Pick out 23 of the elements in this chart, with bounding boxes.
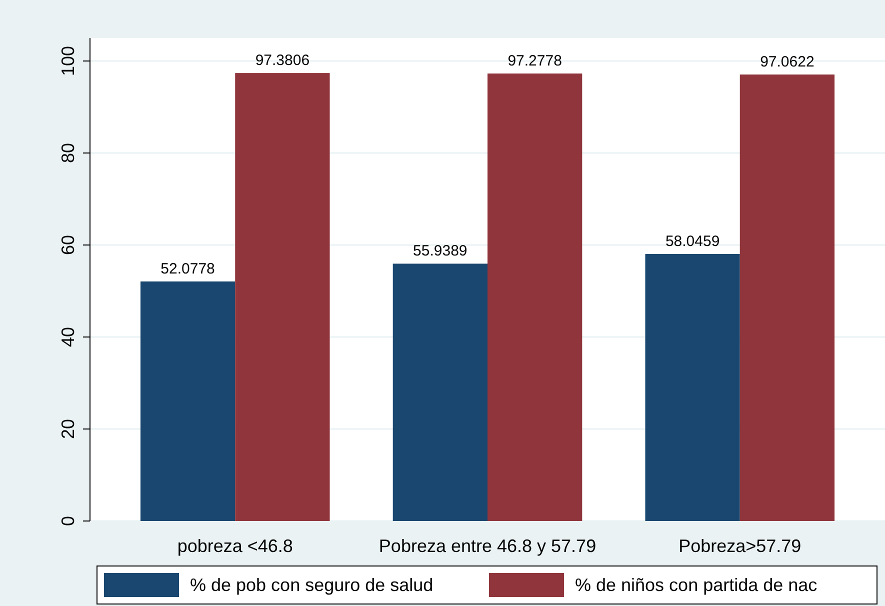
bar <box>140 281 236 521</box>
bar <box>488 74 582 521</box>
data-label: 97.0622 <box>760 54 814 71</box>
y-tick-label: 80 <box>58 142 78 164</box>
legend-label: % de pob con seguro de salud <box>190 575 434 595</box>
data-label: 97.2778 <box>508 52 562 70</box>
bar <box>740 74 835 521</box>
x-tick-label: pobreza <46.8 <box>177 536 293 556</box>
bar <box>235 73 330 521</box>
x-tick-label: Pobreza>57.79 <box>678 536 802 556</box>
data-label: 58.0459 <box>665 232 720 250</box>
y-tick-label: 20 <box>58 418 78 440</box>
bar <box>645 254 740 521</box>
y-tick-label: 0 <box>58 516 78 526</box>
legend-label: % de niños con partida de nac <box>575 575 818 595</box>
data-label: 52.0778 <box>160 260 215 278</box>
data-label: 97.3806 <box>255 52 310 70</box>
y-tick-label: 60 <box>58 234 78 256</box>
data-label: 55.9389 <box>413 242 468 260</box>
y-tick-label: 100 <box>58 46 78 76</box>
y-tick-label: 40 <box>58 326 78 348</box>
x-tick-label: Pobreza entre 46.8 y 57.79 <box>378 536 596 556</box>
bar <box>392 264 488 521</box>
